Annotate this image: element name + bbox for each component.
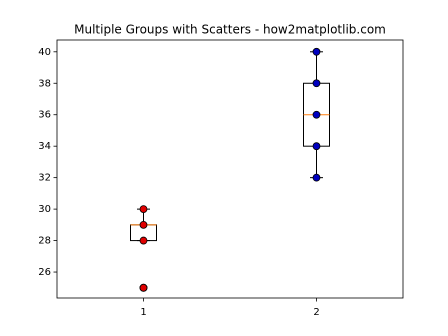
y-tick-label: 30 — [38, 204, 51, 215]
point — [312, 110, 321, 119]
y-tick-label: 38 — [38, 78, 51, 89]
chart-title: Multiple Groups with Scatters - how2matp… — [74, 23, 386, 37]
point — [139, 236, 148, 245]
point — [312, 173, 321, 182]
point — [312, 79, 321, 88]
point — [139, 283, 148, 292]
point — [312, 47, 321, 56]
x-tick-label: 1 — [140, 307, 146, 318]
point — [139, 205, 148, 214]
plot-frame — [56, 39, 404, 299]
point — [139, 220, 148, 229]
x-tick-label: 2 — [313, 307, 319, 318]
y-tick-label: 32 — [38, 173, 51, 184]
y-tick-label: 40 — [38, 47, 51, 58]
y-tick-label: 28 — [38, 236, 51, 247]
point — [312, 142, 321, 151]
y-tick-label: 26 — [38, 267, 51, 278]
y-tick-label: 36 — [38, 110, 51, 121]
y-tick-label: 34 — [38, 141, 51, 152]
